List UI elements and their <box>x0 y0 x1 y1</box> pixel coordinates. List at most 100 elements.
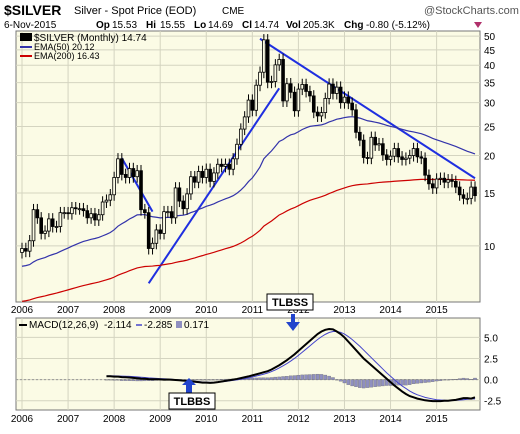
histogram-bar <box>193 379 197 381</box>
candle-body <box>411 148 416 156</box>
tlbss-box <box>266 293 314 311</box>
candle-body <box>81 208 86 212</box>
candle-body <box>461 194 466 199</box>
volume-label: Vol <box>286 20 301 31</box>
histogram-bar <box>419 379 424 384</box>
candle-body <box>400 156 404 160</box>
candle-body <box>127 168 132 178</box>
macd-x-axis: 2006 2007 2008 2009 2010 2011 2012 2013 2014 2015 <box>11 414 448 425</box>
candle-body <box>154 229 159 244</box>
x-tick-label: 2011 <box>242 414 264 425</box>
histogram-bar <box>442 379 447 381</box>
close-label: Cl <box>242 20 252 31</box>
candle-body <box>438 177 443 180</box>
macd-panel <box>15 317 481 411</box>
y-tick-label: 40 <box>484 61 496 72</box>
x-tick-label: 2009 <box>149 305 172 316</box>
candle-body <box>169 211 174 219</box>
candle-body <box>342 96 347 104</box>
candle-body <box>73 207 78 210</box>
candle-body <box>365 157 370 159</box>
histogram-bar <box>411 379 416 384</box>
candle-body <box>427 174 431 185</box>
histogram-bar <box>204 379 209 381</box>
x-tick-label: 2008 <box>103 414 126 425</box>
candle-body <box>185 193 189 210</box>
x-tick-label: 2013 <box>333 305 356 316</box>
histogram-bar <box>404 379 408 386</box>
histogram-bar <box>200 379 205 381</box>
x-tick-label: 2007 <box>57 414 80 425</box>
candle-body <box>323 98 328 114</box>
candle-body <box>200 171 205 178</box>
trendline <box>120 157 154 213</box>
y-tick-label: 10 <box>484 242 496 253</box>
candle-body <box>177 187 182 202</box>
histogram-bar <box>273 376 278 380</box>
candle-body <box>369 136 374 159</box>
histogram-bar <box>285 376 289 380</box>
histogram-bar <box>135 379 139 382</box>
macd-legend-prefix: MACD(12,26,9) <box>29 320 98 331</box>
open-label: Op <box>96 20 110 31</box>
y-tick-label: 15 <box>484 189 496 200</box>
low-label: Lo <box>194 20 206 31</box>
main-y-axis: 10 15 20 25 30 35 40 45 50 <box>484 32 496 253</box>
candle-body <box>43 230 47 234</box>
high-value: 15.55 <box>160 20 185 31</box>
histogram-bar <box>262 377 266 380</box>
open-value: 15.53 <box>112 20 137 31</box>
candle-body <box>181 200 186 210</box>
macd-legend-signal: -2.285 <box>144 320 173 331</box>
histogram-bar <box>104 379 109 381</box>
candle-body <box>219 163 224 167</box>
change-value: -0.80 (-5.12%) <box>366 20 430 31</box>
histogram-bar <box>139 379 143 382</box>
candle-body <box>262 39 266 73</box>
candle-body <box>338 86 343 104</box>
x-tick-label: 2010 <box>195 305 218 316</box>
histogram-bar <box>461 377 466 380</box>
macd-legend-hist: 0.171 <box>184 320 209 331</box>
volume-value: 205.3K <box>303 20 335 31</box>
tlbbs-arrow-icon <box>182 378 196 393</box>
candle-body <box>423 157 427 176</box>
histogram-bar <box>296 374 301 380</box>
ema50-line <box>21 116 476 267</box>
histogram-bar <box>407 379 412 385</box>
y-tick-label: 35 <box>484 79 496 90</box>
low-value: 14.69 <box>208 20 233 31</box>
candle-body <box>377 143 381 146</box>
candle-body <box>173 187 178 219</box>
candle-body <box>89 213 93 219</box>
exchange-label: CME <box>222 6 245 17</box>
y-tick-label: 30 <box>484 99 496 110</box>
histogram-bar <box>373 379 377 387</box>
histogram-bar <box>450 379 454 381</box>
candle-body <box>315 111 320 117</box>
candle-body <box>150 242 155 249</box>
histogram-bar <box>434 379 439 382</box>
candle-body <box>162 211 166 234</box>
legend-ema200: EMA(200) 16.43 <box>34 51 100 61</box>
candle-body <box>62 212 67 215</box>
x-tick-label: 2007 <box>57 305 80 316</box>
trendline <box>259 37 476 180</box>
candle-body <box>457 186 462 196</box>
histogram-bar <box>438 379 443 381</box>
x-tick-label: 2012 <box>287 414 310 425</box>
candle-body <box>31 209 36 242</box>
candle-body <box>146 212 151 249</box>
candle-body <box>404 157 408 160</box>
candle-body <box>131 168 136 178</box>
candle-body <box>281 59 285 102</box>
histogram-bar <box>300 374 304 380</box>
candle-body <box>242 116 247 130</box>
candle-body <box>258 71 262 86</box>
candle-body <box>246 99 251 118</box>
candle-body <box>384 154 389 160</box>
main-legend: $SILVER (Monthly) 14.74 EMA(50) 20.12 EM… <box>20 33 147 61</box>
histogram-bar <box>216 379 220 381</box>
candle-body <box>54 226 59 228</box>
